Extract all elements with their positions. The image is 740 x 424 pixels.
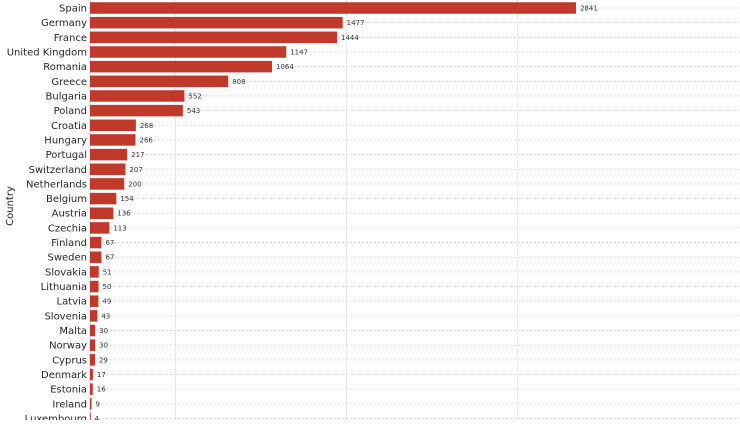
y-tick-label: Romania <box>43 62 87 73</box>
bar-norway <box>90 339 96 351</box>
bar-netherlands <box>90 178 125 190</box>
bar-finland <box>90 236 102 249</box>
y-tick-label: United Kingdom <box>7 47 87 58</box>
bar-germany <box>90 16 343 29</box>
y-tick-label: Hungary <box>44 135 87 146</box>
y-tick-label: Sweden <box>47 253 87 264</box>
y-tick-label: Switzerland <box>29 165 87 176</box>
bar-hungary <box>90 134 136 146</box>
y-tick-label: Luxembourg <box>25 414 87 420</box>
bar-value-label: 17 <box>97 371 106 379</box>
y-tick-label: Lithuania <box>41 282 87 293</box>
bar-value-label: 16 <box>97 386 106 394</box>
bar-malta <box>90 324 96 337</box>
y-tick-label: Slovakia <box>45 267 87 278</box>
bar-switzerland <box>90 163 126 176</box>
y-tick-label: Latvia <box>57 297 87 308</box>
bar-sweden <box>90 251 102 263</box>
y-tick-label: Spain <box>59 4 87 15</box>
bar-denmark <box>90 368 93 381</box>
bar-value-label: 30 <box>99 342 108 350</box>
bar-value-label: 4 <box>95 415 100 420</box>
y-tick-label: Netherlands <box>26 179 87 190</box>
bar-greece <box>90 75 229 88</box>
y-tick-label: Germany <box>41 18 87 29</box>
y-tick-label: Finland <box>51 238 87 249</box>
bar-czechia <box>90 222 110 234</box>
bar-lithuania <box>90 280 99 293</box>
y-tick-label: Czechia <box>48 223 87 234</box>
bar-estonia <box>90 383 93 395</box>
y-tick-label: Malta <box>59 326 87 337</box>
bar-value-label: 2841 <box>580 5 598 13</box>
y-tick-label: Slovenia <box>44 311 87 322</box>
y-tick-label: Ireland <box>52 399 87 410</box>
bar-latvia <box>90 295 99 307</box>
bar-value-label: 29 <box>99 356 108 364</box>
bar-bulgaria <box>90 90 185 102</box>
bar-value-label: 207 <box>129 166 142 174</box>
bar-portugal <box>90 148 128 161</box>
bar-slovenia <box>90 310 98 322</box>
y-tick-label: Cyprus <box>52 355 87 366</box>
bar-value-label: 552 <box>188 92 201 100</box>
bar-slovakia <box>90 266 99 278</box>
bar-layer <box>90 2 576 424</box>
bar-value-label: 67 <box>105 239 114 247</box>
bar-value-label: 200 <box>128 180 141 188</box>
y-tick-label: France <box>54 33 87 44</box>
bar-poland <box>90 104 183 117</box>
y-tick-label: Portugal <box>46 150 87 161</box>
bar-luxembourg <box>90 412 91 424</box>
bar-value-label: 268 <box>140 122 153 130</box>
bar-value-label: 1444 <box>341 34 359 42</box>
bar-value-label: 1064 <box>276 63 294 71</box>
y-tick-label: Denmark <box>41 370 87 381</box>
bar-romania <box>90 60 272 73</box>
bar-value-label: 808 <box>232 78 245 86</box>
bar-ireland <box>90 398 92 410</box>
y-axis-title: Country <box>5 186 16 226</box>
bar-value-label: 543 <box>187 107 200 115</box>
bar-value-label: 1477 <box>347 19 365 27</box>
bar-value-label: 1147 <box>290 48 308 56</box>
y-tick-label: Norway <box>49 341 87 352</box>
bar-value-label: 113 <box>113 224 126 232</box>
bar-value-label: 43 <box>101 312 110 320</box>
y-tick-label: Belgium <box>46 194 87 205</box>
bar-belgium <box>90 192 117 205</box>
bar-value-label: 49 <box>102 298 111 306</box>
y-tick-label: Greece <box>51 77 87 88</box>
bar-croatia <box>90 119 136 132</box>
bar-austria <box>90 207 114 219</box>
bar-value-label: 136 <box>117 210 131 218</box>
bar-value-label: 266 <box>140 136 154 144</box>
y-tick-label: Poland <box>54 106 87 117</box>
bar-value-label: 50 <box>103 283 112 291</box>
bar-value-label: 154 <box>120 195 134 203</box>
y-tick-label: Croatia <box>51 121 87 132</box>
label-layer: Spain 2841 Germany 1477 France 1444 United Kin… <box>7 4 598 424</box>
bar-value-label: 9 <box>96 400 100 408</box>
bar-spain <box>90 2 576 14</box>
y-tick-label: Austria <box>52 209 87 220</box>
bar-value-label: 217 <box>131 151 144 159</box>
bar-value-label: 67 <box>105 254 114 262</box>
bar-united-kingdom <box>90 46 287 58</box>
y-tick-label: Estonia <box>50 385 87 396</box>
bar-cyprus <box>90 354 95 366</box>
bar-france <box>90 31 337 44</box>
bar-value-label: 30 <box>99 327 108 335</box>
bar-value-label: 51 <box>103 268 112 276</box>
y-tick-label: Bulgaria <box>46 91 87 102</box>
